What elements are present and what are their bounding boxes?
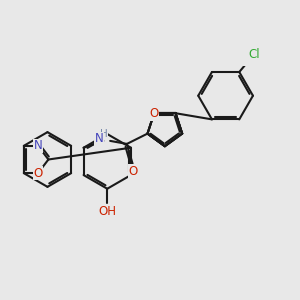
Text: N: N: [94, 133, 103, 146]
Text: H: H: [100, 129, 108, 139]
Text: O: O: [129, 165, 138, 178]
Text: OH: OH: [98, 205, 116, 218]
Text: N: N: [34, 139, 42, 152]
Text: O: O: [33, 167, 43, 180]
Text: Cl: Cl: [248, 48, 260, 62]
Text: O: O: [149, 107, 159, 121]
